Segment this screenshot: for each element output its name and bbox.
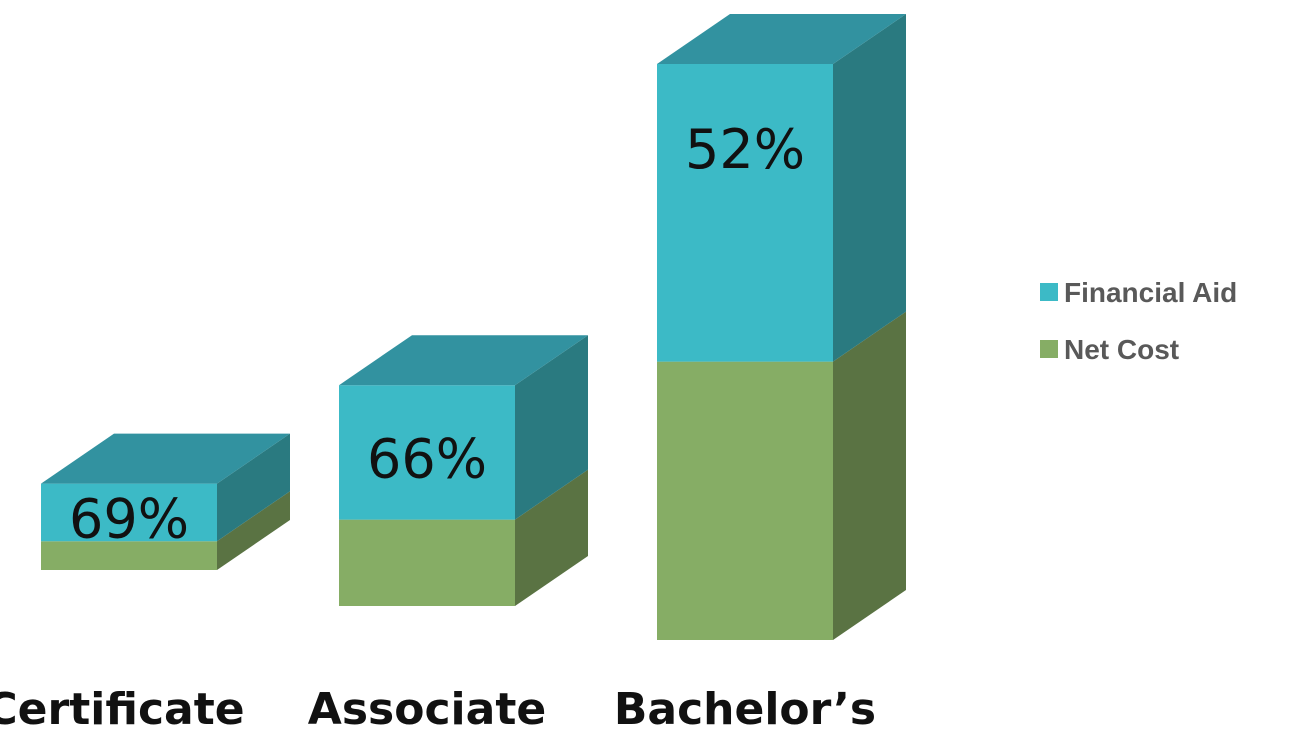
bar-group bbox=[41, 433, 290, 570]
legend-swatch bbox=[1040, 340, 1058, 358]
category-label: Certificate bbox=[0, 684, 245, 735]
category-label: Bachelor’s bbox=[614, 684, 876, 735]
net-cost-bar-side bbox=[217, 491, 290, 570]
bar-group bbox=[339, 335, 588, 606]
net-cost-bar-side bbox=[515, 469, 588, 606]
data-label: 66% bbox=[367, 427, 487, 490]
financial-aid-bar-top bbox=[657, 14, 906, 64]
net-cost-bar-side bbox=[833, 311, 906, 640]
data-label: 52% bbox=[685, 118, 805, 181]
financial-aid-bar-side bbox=[217, 433, 290, 542]
bar-group bbox=[657, 14, 906, 640]
legend-swatch bbox=[1040, 283, 1058, 301]
financial-aid-bar-side bbox=[515, 335, 588, 520]
financial-aid-bar bbox=[41, 483, 217, 542]
category-label: Associate bbox=[308, 684, 546, 735]
data-label: 69% bbox=[69, 487, 189, 550]
legend: Financial Aid Net Cost bbox=[1040, 277, 1237, 365]
financial-aid-bar-side bbox=[833, 14, 906, 362]
financial-aid-bar bbox=[339, 385, 515, 520]
labels-layer: 69% Certificate 66% Associate 52% Bachelor’s bbox=[0, 118, 876, 735]
net-cost-bar bbox=[41, 541, 217, 570]
bars-layer bbox=[41, 14, 906, 640]
legend-label: Net Cost bbox=[1064, 334, 1179, 365]
net-cost-bar bbox=[339, 519, 515, 606]
financial-aid-bar-top bbox=[339, 335, 588, 386]
legend-label: Financial Aid bbox=[1064, 277, 1237, 308]
financial-aid-bar bbox=[657, 64, 833, 362]
financial-aid-bar-top bbox=[41, 433, 290, 484]
net-cost-bar bbox=[657, 361, 833, 640]
